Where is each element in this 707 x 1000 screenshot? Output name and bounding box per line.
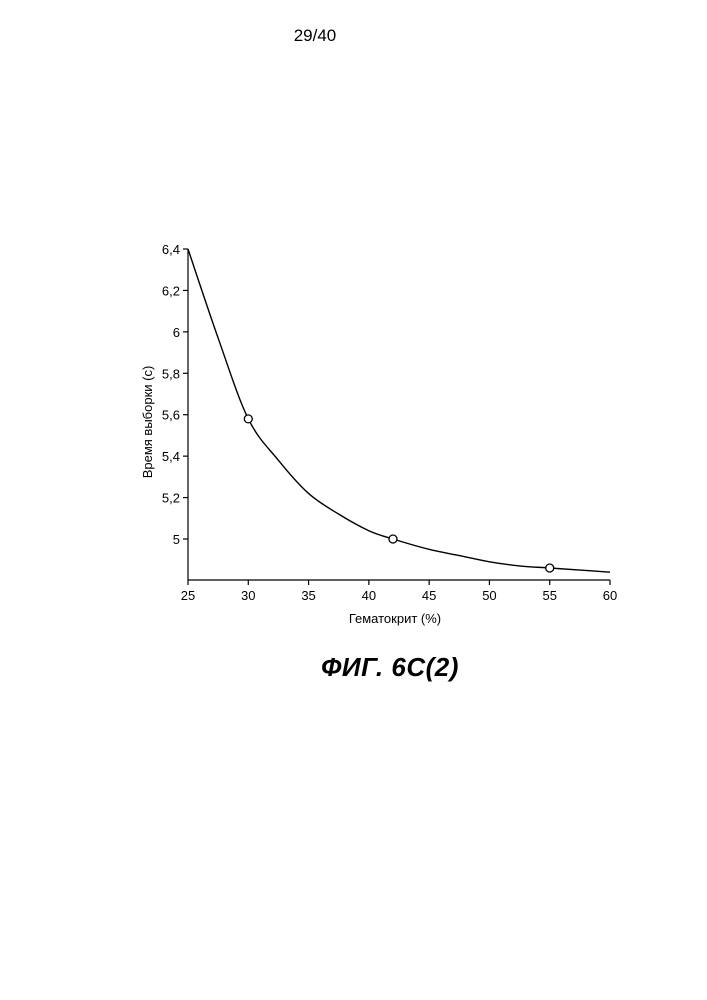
y-axis-label: Время выборки (с): [140, 366, 155, 479]
chart: 25 30 35 40 45 50 55 60 5 5,2 5,4 5,6 5,8 6 6,2 6,4 Гем…: [0, 0, 707, 640]
x-tick-label: 45: [422, 588, 436, 603]
y-tick-label: 5,8: [162, 366, 180, 381]
data-point-marker: [244, 415, 252, 423]
y-tick-label: 5,2: [162, 491, 180, 506]
x-tick-label: 25: [181, 588, 195, 603]
x-tick-label: 50: [482, 588, 496, 603]
fitted-curve-line: [188, 249, 610, 572]
x-tick-label: 60: [603, 588, 617, 603]
y-tick-label: 6: [173, 325, 180, 340]
x-tick-label: 35: [301, 588, 315, 603]
y-tick-label: 5,6: [162, 408, 180, 423]
x-tick-label: 55: [542, 588, 556, 603]
chart-ticks: 25 30 35 40 45 50 55 60 5 5,2 5,4 5,6 5,8 6 6,2 6,4: [162, 242, 617, 603]
x-axis-label: Гематокрит (%): [349, 611, 441, 626]
figure-caption: ФИГ. 6С(2): [290, 652, 490, 683]
y-tick-label: 5: [173, 532, 180, 547]
data-point-marker: [546, 564, 554, 572]
chart-plot: [188, 249, 610, 572]
y-tick-label: 6,2: [162, 283, 180, 298]
x-tick-label: 30: [241, 588, 255, 603]
x-tick-label: 40: [362, 588, 376, 603]
y-tick-label: 6,4: [162, 242, 180, 257]
y-tick-label: 5,4: [162, 449, 180, 464]
data-point-marker: [389, 535, 397, 543]
chart-axes: [188, 249, 610, 580]
